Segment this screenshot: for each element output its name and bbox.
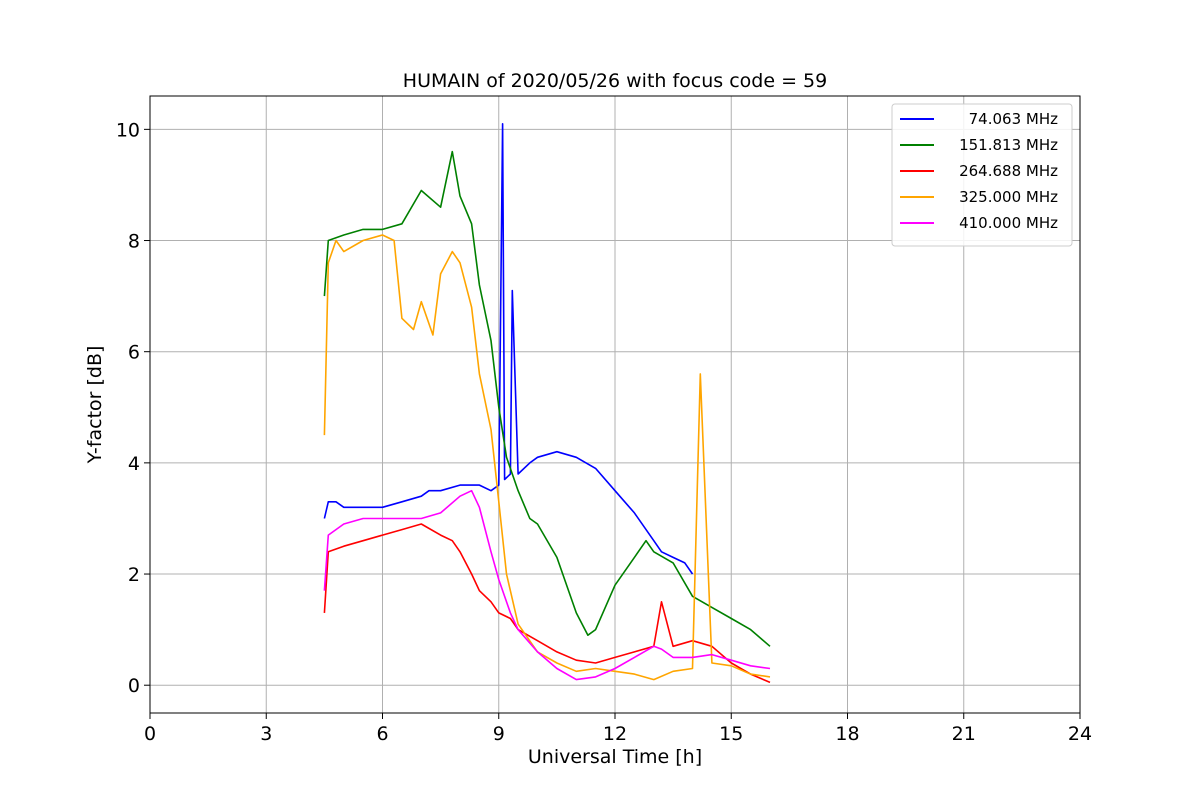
legend-entry-label: 74.063 MHz xyxy=(969,110,1058,128)
x-tick-label: 9 xyxy=(493,723,505,745)
series-lines xyxy=(323,123,771,684)
legend-box xyxy=(891,103,1073,247)
series-line-2 xyxy=(323,523,771,684)
series-line-1 xyxy=(323,150,771,647)
x-axis-label: Universal Time [h] xyxy=(528,746,702,768)
x-tick-label: 12 xyxy=(603,723,627,745)
legend-entry-label: 410.000 MHz xyxy=(959,214,1058,232)
y-tick-label: 0 xyxy=(128,675,140,697)
x-tick-label: 0 xyxy=(144,723,156,745)
y-tick-label: 6 xyxy=(128,342,140,364)
series-line-3 xyxy=(323,234,771,681)
y-tick-label: 8 xyxy=(128,231,140,253)
y-tick-label: 2 xyxy=(128,564,140,586)
x-tick-label: 3 xyxy=(260,723,272,745)
series-line-4 xyxy=(323,489,771,681)
x-tick-label: 21 xyxy=(952,723,976,745)
x-tick-label: 15 xyxy=(719,723,743,745)
y-tick-label: 4 xyxy=(128,453,140,475)
x-tick-label: 18 xyxy=(835,723,859,745)
y-tick-label: 10 xyxy=(116,119,140,141)
legend-entry-label: 325.000 MHz xyxy=(959,188,1058,206)
x-tick-label: 6 xyxy=(376,723,388,745)
y-axis-label: Y-factor [dB] xyxy=(84,346,106,465)
legend: 74.063 MHz 151.813 MHz 264.688 MHz 325.000 … xyxy=(891,103,1073,247)
legend-entry-label: 264.688 MHz xyxy=(959,162,1058,180)
series-line-0 xyxy=(323,123,694,575)
legend-entry-label: 151.813 MHz xyxy=(959,136,1058,154)
chart-title: HUMAIN of 2020/05/26 with focus code = 5… xyxy=(403,70,827,92)
x-tick-label: 24 xyxy=(1068,723,1092,745)
